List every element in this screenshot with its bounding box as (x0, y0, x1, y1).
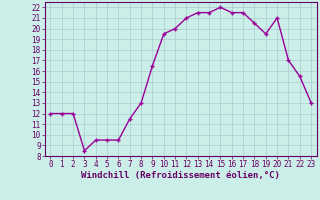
X-axis label: Windchill (Refroidissement éolien,°C): Windchill (Refroidissement éolien,°C) (81, 171, 280, 180)
